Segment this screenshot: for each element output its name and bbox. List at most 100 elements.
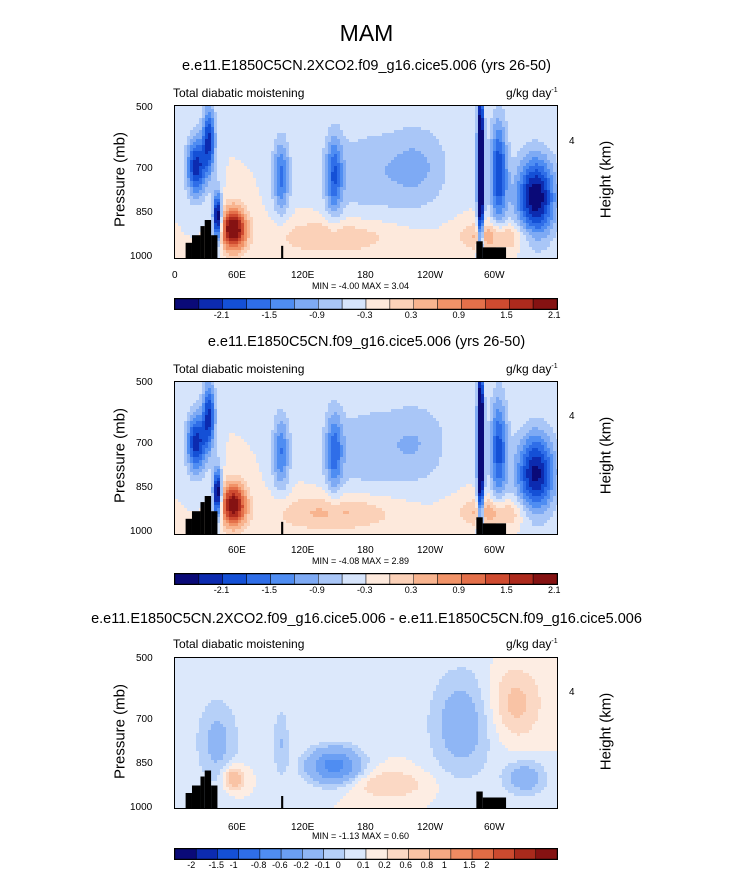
panel-1-heatmap-cell [394,166,398,170]
panel-1-heatmap-cell [514,136,518,140]
panel-1-heatmap-cell [241,217,245,221]
panel-1-heatmap-cell [463,205,467,209]
panel-1-heatmap-cell [382,130,386,134]
panel-1-heatmap-cell [421,175,425,179]
panel-1-heatmap-cell [550,175,554,179]
panel-1-heatmap-cell [253,142,257,146]
panel-1-heatmap-cell [358,133,362,137]
panel-1-heatmap-cell [307,202,311,206]
panel-1-heatmap-cell [331,184,335,188]
panel-1-heatmap-cell [451,166,455,170]
panel-1-heatmap-cell [199,172,203,176]
panel-1-heatmap-cell [427,127,431,131]
panel-1-heatmap-cell [415,124,419,128]
panel-1-heatmap-cell [454,121,458,125]
panel-1-heatmap-cell [463,148,467,152]
panel-1-heatmap-cell [367,163,371,167]
panel-1-heatmap-cell [241,175,245,179]
panel-1-heatmap-cell [205,163,209,167]
panel-1-heatmap-cell [214,112,218,116]
panel-1-heatmap-cell [253,193,257,197]
panel-1-heatmap-cell [256,121,260,125]
panel-1-heatmap-cell [460,154,464,158]
panel-1-heatmap-cell [313,172,317,176]
panel-1-heatmap-cell [523,211,527,215]
panel-1-heatmap-cell [247,217,251,221]
panel-1-heatmap-cell [337,184,341,188]
panel-1-heatmap-cell [397,199,401,203]
panel-1-heatmap-cell [250,160,254,164]
panel-1-heatmap-cell [448,157,452,161]
panel-1-heatmap-cell [544,214,548,218]
panel-1-heatmap-cell [499,154,503,158]
panel-1-heatmap-cell [334,136,338,140]
panel-1-heatmap-cell [238,154,242,158]
panel-1-heatmap-cell [538,220,542,224]
panel-1-heatmap-cell [208,130,212,134]
panel-1-heatmap-cell [349,196,353,200]
panel-1-heatmap-cell [493,202,497,206]
panel-1-heatmap-cell [262,214,266,218]
panel-1-heatmap-cell [490,133,494,137]
panel-1-heatmap-cell [334,187,338,191]
panel-1-heatmap-cell [508,211,512,215]
panel-1-heatmap-cell [217,169,221,173]
panel-1-heatmap-cell [244,106,248,110]
panel-1-heatmap-cell [367,142,371,146]
panel-1-heatmap-cell [274,208,278,212]
panel-1-heatmap-cell [205,172,209,176]
panel-1-heatmap-cell [325,172,329,176]
panel-1-heatmap-cell [484,121,488,125]
panel-1-heatmap-cell [418,160,422,164]
panel-1-heatmap-cell [430,199,434,203]
panel-1-heatmap-cell [331,154,335,158]
panel-1-heatmap-cell [412,124,416,128]
panel-1-heatmap-cell [415,142,419,146]
panel-1-heatmap-cell [322,130,326,134]
panel-1-heatmap-cell [259,184,263,188]
panel-1-heatmap-cell [493,133,497,137]
panel-1-heatmap-cell [319,199,323,203]
panel-1-heatmap-cell [175,217,179,221]
panel-1-heatmap-cell [214,169,218,173]
panel-1-heatmap-cell [187,157,191,161]
panel-1-heatmap-cell [445,145,449,149]
panel-1-heatmap-cell [241,205,245,209]
panel-1-heatmap-cell [181,130,185,134]
panel-1-heatmap-cell [205,157,209,161]
panel-1-heatmap-cell [355,109,359,113]
panel-1-heatmap-cell [556,139,557,143]
panel-1-heatmap-cell [406,112,410,116]
panel-1-heatmap-cell [385,118,389,122]
panel-1-heatmap-cell [511,142,515,146]
panel-1-heatmap-cell [322,220,326,224]
panel-1-heatmap-cell [502,214,506,218]
panel-1-heatmap-cell [217,139,221,143]
panel-1-heatmap-cell [442,193,446,197]
panel-1-heatmap-cell [385,130,389,134]
panel-1-heatmap-cell [550,196,554,200]
panel-1-heatmap-cell [379,211,383,215]
panel-1-heatmap-cell [541,148,545,152]
panel-1-heatmap-cell [547,142,551,146]
panel-1-heatmap-cell [376,187,380,191]
panel-1-heatmap-cell [205,130,209,134]
panel-1-heatmap-cell [325,169,329,173]
panel-1-heatmap-cell [304,196,308,200]
panel-1-heatmap-cell [337,202,341,206]
panel-1-heatmap-cell [505,208,509,212]
panel-1-heatmap-cell [256,145,260,149]
panel-1-heatmap-cell [406,205,410,209]
panel-1-heatmap-cell [400,214,404,218]
panel-1-heatmap-cell [322,211,326,215]
panel-1-heatmap-cell [286,184,290,188]
panel-1-heatmap-cell [406,169,410,173]
panel-1-heatmap-cell [220,118,224,122]
panel-1-heatmap-cell [418,199,422,203]
panel-1-heatmap-cell [397,136,401,140]
panel-1-heatmap-cell [250,142,254,146]
panel-1-heatmap-cell [544,157,548,161]
panel-1-heatmap-cell [271,163,275,167]
panel-1-heatmap-cell [466,205,470,209]
panel-1-heatmap-cell [517,202,521,206]
